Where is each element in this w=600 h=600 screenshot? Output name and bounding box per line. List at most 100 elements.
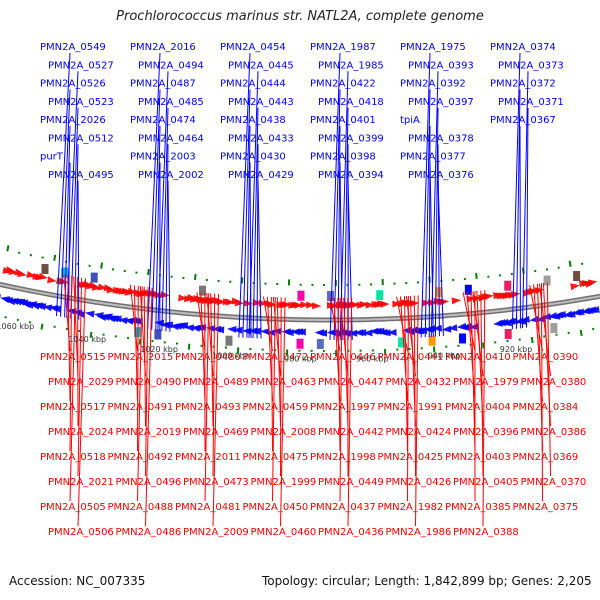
- gene-label-reverse: PMN2A_0450: [243, 502, 309, 513]
- label-leader-line: [137, 285, 139, 452]
- gene-label-reverse: PMN2A_0441: [378, 352, 444, 363]
- gene-label-reverse: PMN2A_2011: [175, 452, 241, 463]
- gene-label-reverse: PMN2A_2029: [48, 377, 114, 388]
- forward-gene-arrow: [556, 310, 567, 318]
- label-leader-line: [161, 107, 169, 331]
- gene-label-forward: PMN2A_2003: [130, 152, 196, 163]
- label-leader-line: [69, 276, 73, 452]
- gene-label-reverse: PMN2A_0518: [40, 452, 106, 463]
- label-leader-line: [133, 285, 138, 402]
- gene-label-forward: PMN2A_0454: [220, 42, 286, 53]
- reverse-gene-arrow: [392, 300, 402, 308]
- gene-label-forward: PMN2A_0444: [220, 79, 286, 90]
- label-leader-line: [437, 144, 440, 337]
- feature-block: [61, 267, 69, 278]
- gene-label-reverse: PMN2A_0375: [513, 502, 579, 513]
- label-leader-line: [420, 52, 431, 338]
- gene-label-forward: PMN2A_0549: [40, 42, 106, 53]
- scale-label: 940 kbp: [428, 351, 461, 360]
- gene-label-reverse: PMN2A_0475: [243, 452, 309, 463]
- label-leader-line: [280, 297, 282, 477]
- gene-label-forward: PMN2A_0376: [408, 170, 474, 181]
- forward-gene-arrow: [417, 327, 428, 334]
- forward-gene-arrow: [117, 317, 128, 325]
- reverse-gene-arrow: [484, 293, 494, 301]
- gene-label-reverse: PMN2A_0515: [40, 352, 106, 363]
- label-leader-line: [429, 162, 434, 337]
- forward-gene-arrow: [260, 328, 270, 336]
- gene-label-reverse: PMN2A_1991: [378, 402, 444, 413]
- gene-label-reverse: PMN2A_1986: [386, 527, 452, 538]
- gene-label-forward: PMN2A_0377: [400, 152, 466, 163]
- label-leader-line: [343, 297, 349, 427]
- reverse-gene-arrow: [59, 277, 69, 285]
- gene-label-reverse: PMN2A_0488: [108, 502, 174, 513]
- gene-label-reverse: PMN2A_0492: [108, 452, 174, 463]
- label-leader-line: [212, 293, 220, 527]
- label-leader-line: [64, 125, 71, 318]
- gene-label-reverse: PMN2A_0404: [445, 402, 511, 413]
- reverse-gene-arrow: [225, 298, 236, 306]
- gene-label-forward: PMN2A_0527: [48, 60, 114, 71]
- gene-label-reverse: PMN2A_0405: [453, 477, 519, 488]
- tick-inner: [568, 260, 572, 267]
- tick-outer: [187, 343, 191, 350]
- forward-gene-arrow: [251, 327, 261, 335]
- feature-block: [504, 280, 512, 291]
- forward-gene-arrow: [163, 321, 174, 329]
- feature-block: [573, 271, 581, 282]
- reverse-gene-arrow: [306, 301, 316, 309]
- forward-gene-arrow: [42, 304, 53, 312]
- reverse-gene-arrow: [587, 279, 598, 287]
- forward-gene-arrow: [381, 329, 391, 337]
- gene-label-reverse: PMN2A_0446: [310, 352, 376, 363]
- forward-gene-arrow: [184, 324, 195, 332]
- forward-gene-arrow: [84, 310, 95, 318]
- label-leader-line: [413, 295, 416, 477]
- tick-outer: [579, 329, 583, 337]
- gene-label-reverse: PMN2A_0396: [453, 427, 519, 438]
- feature-block: [464, 284, 472, 295]
- forward-gene-arrow: [272, 327, 282, 335]
- label-leader-line: [143, 286, 146, 427]
- scale-label: 1000 kbp: [212, 351, 250, 360]
- gene-label-reverse: PMN2A_0473: [183, 477, 249, 488]
- gene-label-forward: PMN2A_0526: [40, 79, 106, 90]
- feature-block: [316, 338, 324, 349]
- reverse-gene-arrow: [451, 297, 462, 305]
- forward-gene-arrow: [590, 306, 600, 313]
- gene-label-forward: PMN2A_1975: [400, 42, 466, 53]
- gene-label-forward: PMN2A_0392: [400, 79, 466, 90]
- gene-label-forward: tpiA: [400, 115, 420, 126]
- gene-label-reverse: PMN2A_1998: [310, 452, 376, 463]
- tick-inner: [100, 262, 104, 269]
- reverse-gene-arrow: [178, 294, 188, 302]
- label-leader-line: [333, 89, 341, 341]
- scale-label: 1060 kbp: [0, 322, 34, 331]
- reverse-gene-arrow: [510, 291, 521, 299]
- scale-label: 920 kbp: [500, 345, 533, 354]
- gene-label-reverse: PMN2A_0410: [445, 352, 511, 363]
- label-leader-line: [270, 296, 273, 452]
- gene-label-forward: PMN2A_0372: [490, 79, 556, 90]
- gene-label-reverse: PMN2A_0481: [175, 502, 241, 513]
- label-leader-line: [347, 297, 353, 527]
- label-leader-line: [249, 162, 252, 339]
- label-leader-line: [272, 297, 276, 502]
- label-leader-line: [68, 162, 71, 319]
- forward-gene-arrow: [112, 315, 122, 323]
- tick-outer: [138, 338, 142, 345]
- label-leader-line: [515, 89, 521, 329]
- gene-label-reverse: PMN2A_0384: [513, 402, 579, 413]
- reverse-gene-arrow: [380, 300, 390, 308]
- label-leader-line: [212, 293, 216, 477]
- gene-label-forward: PMN2A_0512: [48, 133, 114, 144]
- label-leader-line: [56, 52, 71, 317]
- genome-summary: Topology: circular; Length: 1,842,899 bp…: [262, 574, 592, 588]
- label-leader-line: [482, 290, 486, 527]
- label-leader-line: [546, 282, 551, 477]
- gene-label-reverse: PMN2A_1982: [378, 502, 444, 513]
- gene-label-reverse: PMN2A_0460: [251, 527, 317, 538]
- label-leader-line: [415, 295, 419, 527]
- label-leader-line: [77, 277, 83, 477]
